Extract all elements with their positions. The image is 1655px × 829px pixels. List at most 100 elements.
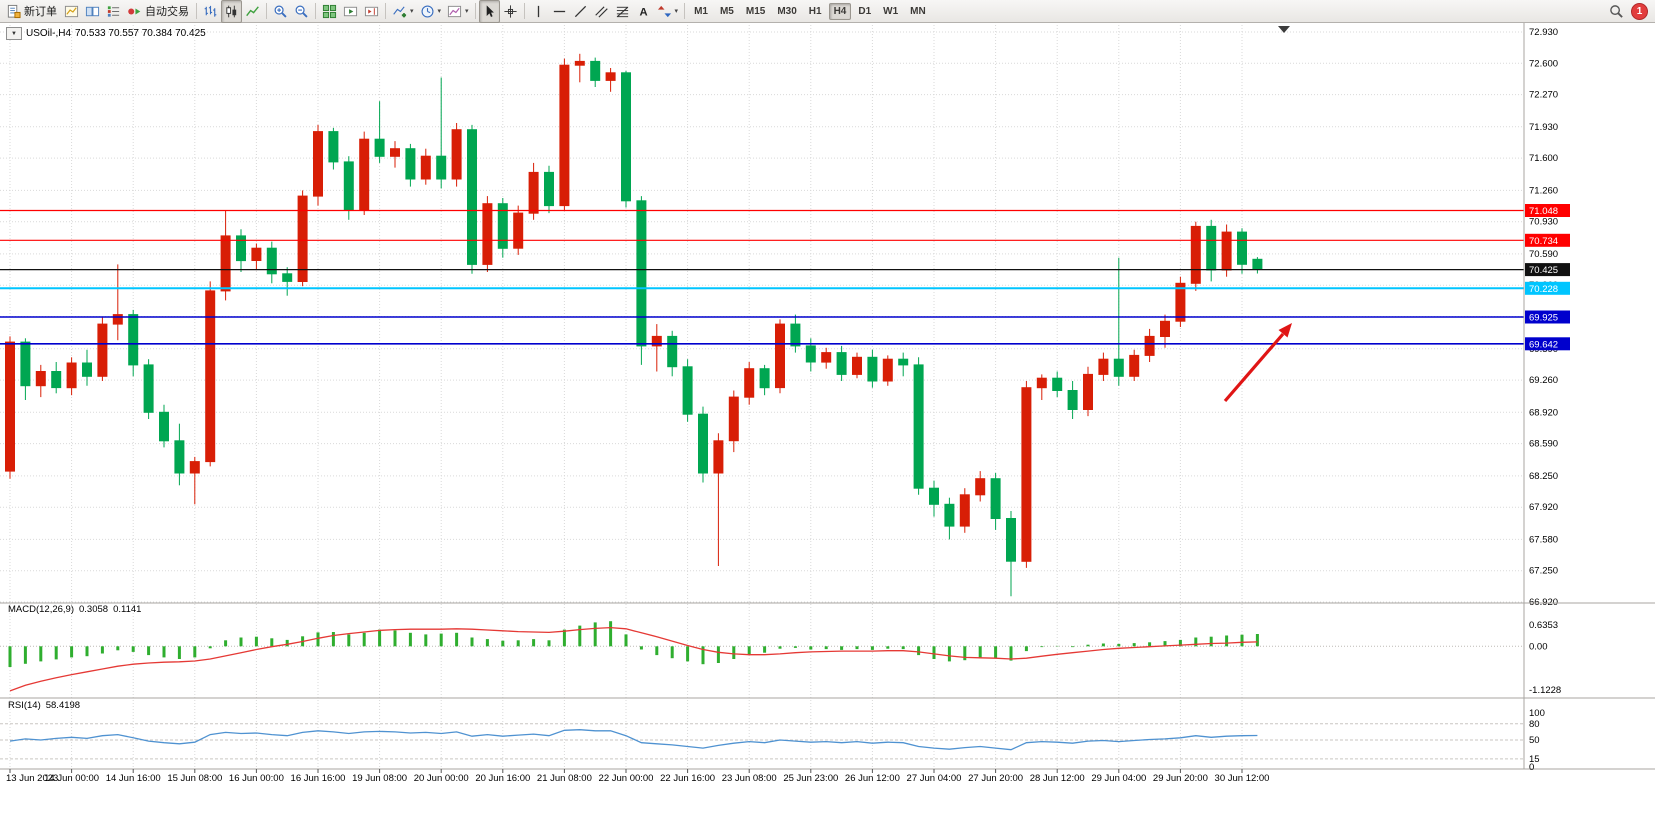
time-axis-label: 29 Jun 20:00 (1153, 773, 1208, 784)
symbol-dropdown-icon[interactable]: ▼ (6, 27, 22, 40)
zoom-in-icon (273, 4, 288, 19)
rsi-indicator-label: RSI(14) 58.4198 (8, 700, 80, 711)
trendline-button[interactable] (570, 0, 591, 23)
channel-button[interactable] (591, 0, 612, 23)
text-icon: A (636, 4, 651, 19)
price-chart-canvas[interactable]: 72.930 72.600 72.270 71.930 71.600 71.260 70.9… (0, 23, 1655, 829)
toolbar-separator (315, 3, 316, 19)
templates-button[interactable]: ▾ (444, 0, 472, 23)
time-axis-label: 23 Jun 08:00 (722, 773, 777, 784)
timeframe-m1-button[interactable]: M1 (694, 5, 708, 17)
svg-text:70.734: 70.734 (1529, 236, 1558, 247)
timeframe-mn-button[interactable]: MN (910, 5, 926, 17)
tile-windows-button[interactable] (319, 0, 340, 23)
macd-signal-line (9, 626, 1258, 692)
indicators-button[interactable]: ▾ (389, 0, 417, 23)
chart-shift-icon (364, 4, 379, 19)
svg-text:80: 80 (1529, 719, 1540, 730)
zoom-out-button[interactable] (291, 0, 312, 23)
timeframe-h1-button[interactable]: H1 (808, 5, 822, 17)
zoom-in-button[interactable] (270, 0, 291, 23)
rsi-name: RSI(14) (8, 700, 41, 711)
profiles-icon (85, 4, 100, 19)
crosshair-icon (503, 4, 518, 19)
grid-layer (0, 25, 1524, 769)
new-order-button[interactable]: 新订单 (3, 0, 61, 23)
time-axis-label: 28 Jun 12:00 (1030, 773, 1085, 784)
price-tag: 69.642 (1525, 337, 1570, 351)
arrows-button[interactable]: ▾ (654, 0, 682, 23)
timeframe-w1-button[interactable]: W1 (883, 5, 899, 17)
new-order-button-label: 新订单 (24, 6, 57, 18)
time-axis-label: 22 Jun 16:00 (660, 773, 715, 784)
time-axis-label: 14 Jun 16:00 (106, 773, 161, 784)
time-axis-label: 20 Jun 00:00 (414, 773, 469, 784)
price-tag: 70.425 (1525, 263, 1570, 277)
profiles-button[interactable] (82, 0, 103, 23)
svg-text:69.925: 69.925 (1529, 313, 1558, 324)
crosshair-button[interactable] (500, 0, 521, 23)
horizontal-line-button[interactable] (549, 0, 570, 23)
time-axis-label: 16 Jun 16:00 (291, 773, 346, 784)
svg-text:67.250: 67.250 (1529, 566, 1558, 577)
rsi-line (9, 729, 1258, 751)
notification-badge[interactable]: 1 (1631, 2, 1648, 20)
chart-shift-marker-icon (1278, 26, 1290, 33)
new-chart-icon (64, 4, 79, 19)
periods-button[interactable]: ▾ (417, 0, 445, 23)
market-watch-button[interactable] (103, 0, 124, 23)
auto-scroll-icon (343, 4, 358, 19)
svg-text:0.00: 0.00 (1529, 641, 1548, 652)
chart-shift-button[interactable] (361, 0, 382, 23)
text-button[interactable]: A (633, 0, 654, 23)
market-watch-icon (106, 4, 121, 19)
toolbar-separator (196, 3, 197, 19)
svg-text:72.270: 72.270 (1529, 90, 1558, 101)
rsi-level-lines (0, 723, 1524, 760)
timeframe-m30-button[interactable]: M30 (777, 5, 797, 17)
timeframe-d1-button[interactable]: D1 (858, 5, 872, 17)
timeframe-m15-button[interactable]: M15 (745, 5, 766, 17)
candles-layer[interactable] (5, 53, 1263, 597)
fibonacci-button[interactable] (612, 0, 633, 23)
candle-chart-icon (224, 4, 239, 19)
bar-chart-button[interactable] (200, 0, 221, 23)
toolbar-separator (684, 3, 686, 19)
auto-scroll-button[interactable] (340, 0, 361, 23)
candle-chart-button[interactable] (221, 0, 242, 23)
cursor-button[interactable] (478, 0, 500, 23)
svg-text:72.600: 72.600 (1529, 58, 1558, 69)
svg-text:68.590: 68.590 (1529, 439, 1558, 450)
trendline-icon (573, 4, 588, 19)
macd-indicator-label: MACD(12,26,9) 0.3058 0.1141 (8, 604, 141, 615)
trend-arrow-annotation[interactable] (1223, 323, 1292, 403)
auto-trading-button-label: 自动交易 (145, 6, 189, 18)
auto-trading-button[interactable]: 自动交易 (124, 0, 193, 23)
svg-text:69.260: 69.260 (1529, 375, 1558, 386)
new-chart-button[interactable] (61, 0, 82, 23)
macd-signal-value: 0.1141 (113, 604, 142, 615)
zoom-out-icon (294, 4, 309, 19)
search-button[interactable] (1606, 0, 1627, 23)
timeframe-m5-button[interactable]: M5 (719, 5, 734, 17)
periods-icon (420, 4, 435, 19)
vertical-line-button[interactable] (528, 0, 549, 23)
chevron-down-icon: ▾ (465, 8, 469, 15)
hline-icon (552, 4, 567, 19)
svg-text:71.600: 71.600 (1529, 153, 1558, 164)
svg-text:0: 0 (1529, 762, 1534, 773)
search-icon (1609, 4, 1624, 19)
line-chart-button[interactable] (242, 0, 263, 23)
timeframe-h4-button[interactable]: H4 (828, 2, 852, 20)
time-axis-label: 14 Jun 00:00 (44, 773, 99, 784)
svg-text:72.930: 72.930 (1529, 27, 1558, 38)
toolbar-separator (385, 3, 386, 19)
time-axis-label: 27 Jun 04:00 (907, 773, 962, 784)
svg-text:70.590: 70.590 (1529, 249, 1558, 260)
svg-text:68.920: 68.920 (1529, 407, 1558, 418)
bar-chart-icon (203, 4, 218, 19)
svg-text:71.930: 71.930 (1529, 122, 1558, 133)
time-axis-label: 21 Jun 08:00 (537, 773, 592, 784)
toolbar: 新订单 自动交易 ▾ ▾ ▾ A ▾ M1 M5 M15 M30 H1 H4 D1 W1 MN 1 (0, 0, 1655, 23)
